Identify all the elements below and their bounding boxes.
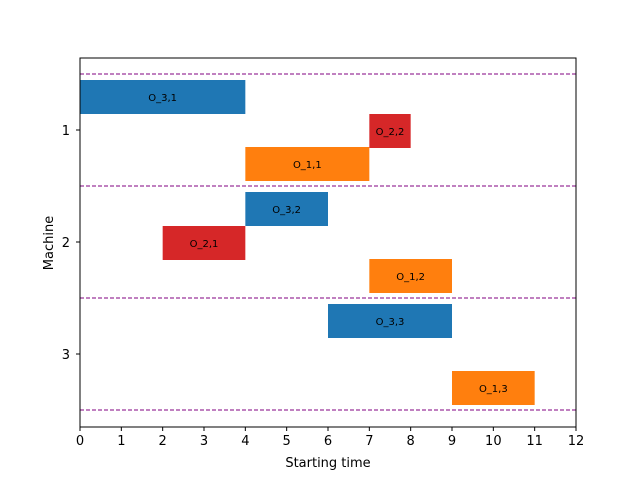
x-tick-label: 3: [200, 434, 208, 449]
task-bar-label: O_1,2: [396, 272, 425, 283]
y-axis-label: Machine: [42, 216, 57, 270]
task-bar-label: O_3,1: [148, 93, 177, 104]
x-tick-label: 2: [159, 434, 167, 449]
x-tick-label: 6: [324, 434, 332, 449]
task-bar: [369, 259, 452, 293]
task-bars: O_3,1 O_2,2 O_1,1 O_3,2 O_2,1 O_1,2 O_3,3 O_1,3: [80, 80, 535, 405]
task-bar: [245, 192, 328, 226]
task-bar-label: O_1,1: [293, 160, 322, 171]
task-bar-label: O_1,3: [479, 384, 508, 395]
x-tick-label: 9: [448, 434, 456, 449]
y-tick-label: 2: [62, 236, 70, 251]
task-bar: [162, 226, 246, 260]
task-bar-label: O_3,3: [376, 317, 405, 328]
y-tick-label: 3: [62, 348, 70, 363]
task-bar-label: O_2,2: [376, 127, 405, 138]
machine-separators: [80, 73, 576, 411]
x-tick-label: 11: [526, 434, 543, 449]
x-tick-label: 0: [76, 434, 84, 449]
task-bar: [80, 80, 246, 114]
task-bar: [452, 371, 535, 405]
y-axis-ticks: 1 2 3: [62, 124, 80, 363]
x-tick-label: 1: [117, 434, 125, 449]
task-bar: [369, 114, 411, 148]
x-axis-label: Starting time: [285, 456, 370, 471]
x-tick-label: 8: [407, 434, 415, 449]
x-tick-label: 5: [283, 434, 291, 449]
task-bar-label: O_3,2: [272, 205, 301, 216]
x-tick-label: 7: [365, 434, 373, 449]
task-bar-label: O_2,1: [190, 239, 219, 250]
x-tick-label: 12: [568, 434, 585, 449]
task-bar: [328, 304, 452, 338]
task-bar: [245, 147, 370, 181]
y-tick-label: 1: [62, 124, 70, 139]
x-tick-label: 4: [241, 434, 249, 449]
x-tick-label: 10: [485, 434, 502, 449]
x-axis-ticks: 0 1 2 3 4 5 6 7 8 9 10 11 12: [76, 427, 584, 449]
